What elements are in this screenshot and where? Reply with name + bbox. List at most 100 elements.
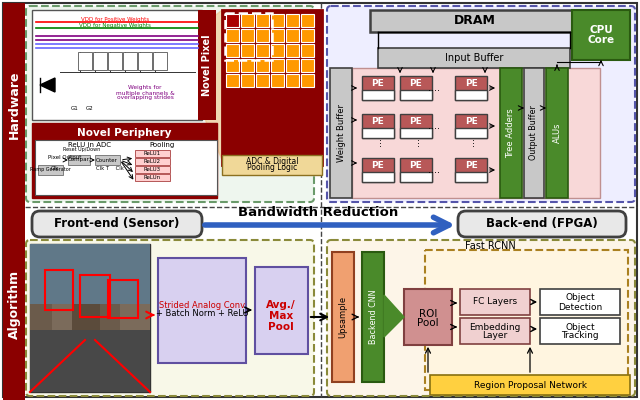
Bar <box>78 52 92 70</box>
Bar <box>100 265 120 334</box>
Bar <box>30 330 150 392</box>
Bar <box>158 258 246 363</box>
Bar <box>68 155 90 165</box>
Bar <box>271 44 284 57</box>
Text: ...: ... <box>373 138 383 146</box>
Bar <box>362 114 394 138</box>
Bar <box>286 59 299 72</box>
Text: Tree Adders: Tree Adders <box>506 108 515 158</box>
Bar <box>362 172 394 182</box>
Text: Strided Analog Conv: Strided Analog Conv <box>159 300 245 310</box>
Text: Bandwidth Reduction: Bandwidth Reduction <box>238 206 398 220</box>
Bar <box>226 29 239 42</box>
Text: PE: PE <box>372 78 385 88</box>
Bar <box>30 244 150 304</box>
Bar <box>153 52 167 70</box>
Bar <box>301 44 314 57</box>
Text: Backend CNN: Backend CNN <box>369 290 378 344</box>
Bar <box>226 74 239 87</box>
Bar <box>123 52 137 70</box>
Bar <box>362 128 394 138</box>
Bar <box>271 29 284 42</box>
Bar <box>540 318 620 344</box>
FancyBboxPatch shape <box>327 240 635 396</box>
Text: VDD for Positive Weights: VDD for Positive Weights <box>81 18 149 22</box>
Text: Object: Object <box>565 294 595 302</box>
Bar <box>30 244 52 334</box>
Text: Max: Max <box>269 311 293 321</box>
Bar <box>404 289 452 345</box>
Text: ROI: ROI <box>419 309 437 319</box>
Text: Weight Buffer: Weight Buffer <box>337 104 346 162</box>
Bar <box>256 74 269 87</box>
FancyBboxPatch shape <box>458 211 626 237</box>
FancyBboxPatch shape <box>26 6 314 202</box>
Text: Layer: Layer <box>483 330 508 340</box>
Text: Fast RCNN: Fast RCNN <box>465 241 515 251</box>
Bar <box>226 59 239 72</box>
Bar <box>362 76 394 100</box>
Text: Pixel Output: Pixel Output <box>48 156 81 160</box>
Text: Upsample: Upsample <box>339 296 348 338</box>
Bar <box>362 158 394 182</box>
Bar <box>135 150 170 157</box>
Text: Pooling Logic: Pooling Logic <box>247 164 297 172</box>
Text: Compar.: Compar. <box>67 158 91 162</box>
Bar <box>256 59 269 72</box>
Bar <box>286 44 299 57</box>
Text: Pooling: Pooling <box>149 142 175 148</box>
Bar <box>108 280 138 318</box>
Bar <box>286 74 299 87</box>
Bar <box>286 14 299 27</box>
Bar <box>425 250 628 390</box>
Text: ReLU1: ReLU1 <box>143 151 161 156</box>
Bar <box>460 318 530 344</box>
Text: Ramp Generator: Ramp Generator <box>29 168 70 172</box>
Bar <box>120 258 150 334</box>
Text: Algorithm: Algorithm <box>8 270 20 338</box>
Bar <box>256 44 269 57</box>
Text: Front-end (Sensor): Front-end (Sensor) <box>54 218 180 230</box>
Text: ...: ... <box>411 138 421 146</box>
Text: + Batch Norm + ReLU: + Batch Norm + ReLU <box>156 310 248 318</box>
Text: Object: Object <box>565 322 595 332</box>
Bar <box>3 207 25 400</box>
Bar <box>38 165 63 175</box>
Bar <box>52 260 72 334</box>
Bar <box>572 10 630 60</box>
Bar <box>460 289 530 315</box>
Bar <box>241 29 254 42</box>
Text: PE: PE <box>410 160 422 170</box>
Bar <box>135 174 170 181</box>
Bar <box>32 10 202 120</box>
Text: Input Buffer: Input Buffer <box>445 53 503 63</box>
Text: ReLUn: ReLUn <box>143 175 161 180</box>
Bar <box>35 140 217 195</box>
Bar <box>225 13 272 60</box>
Bar <box>255 267 308 354</box>
Text: Counter: Counter <box>96 158 118 162</box>
Bar <box>430 375 630 395</box>
Text: Novel Periphery: Novel Periphery <box>77 128 172 138</box>
Bar <box>222 155 322 175</box>
Polygon shape <box>197 10 222 160</box>
Bar <box>138 52 152 70</box>
Text: VDD for Negative Weights: VDD for Negative Weights <box>79 24 151 28</box>
Text: PE: PE <box>465 160 477 170</box>
Bar <box>455 90 487 100</box>
Bar <box>455 128 487 138</box>
Bar <box>80 275 110 317</box>
Bar <box>400 128 432 138</box>
Bar <box>32 123 217 198</box>
Bar <box>271 14 284 27</box>
Text: Back-end (FPGA): Back-end (FPGA) <box>486 218 598 230</box>
Bar <box>400 76 432 100</box>
Text: Pool: Pool <box>268 322 294 332</box>
Bar <box>226 44 239 57</box>
Bar <box>455 76 487 100</box>
Text: Detection: Detection <box>558 302 602 312</box>
Bar <box>271 74 284 87</box>
Text: Weights for: Weights for <box>128 86 162 90</box>
Bar <box>546 68 568 198</box>
Text: Region Proposal Network: Region Proposal Network <box>474 380 586 390</box>
